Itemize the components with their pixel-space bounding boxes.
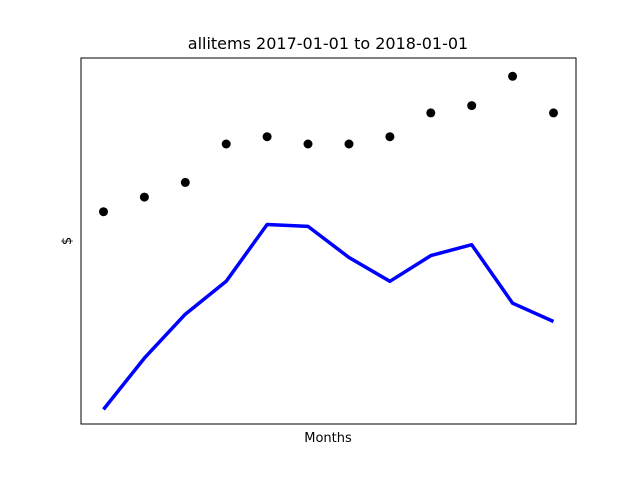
series-0-point: [262, 132, 272, 142]
series-0-point: [344, 139, 354, 149]
plot-frame: [80, 57, 577, 425]
series-0-point: [139, 192, 149, 202]
x-axis-label: Months: [304, 431, 352, 446]
series-0-point: [99, 207, 108, 217]
series-0-point: [426, 108, 436, 118]
series-0-point: [303, 139, 313, 149]
series-0-point: [508, 71, 518, 81]
series-0-point: [385, 132, 395, 142]
series-0-point: [549, 108, 558, 118]
chart-title: allitems 2017-01-01 to 2018-01-01: [188, 34, 468, 53]
series-0-point: [180, 177, 190, 187]
series-0-point: [221, 139, 231, 149]
plot-marks: [99, 71, 558, 411]
series-0-point: [467, 101, 477, 111]
y-axis-label: $: [60, 237, 75, 245]
series-1-line: [102, 222, 555, 411]
